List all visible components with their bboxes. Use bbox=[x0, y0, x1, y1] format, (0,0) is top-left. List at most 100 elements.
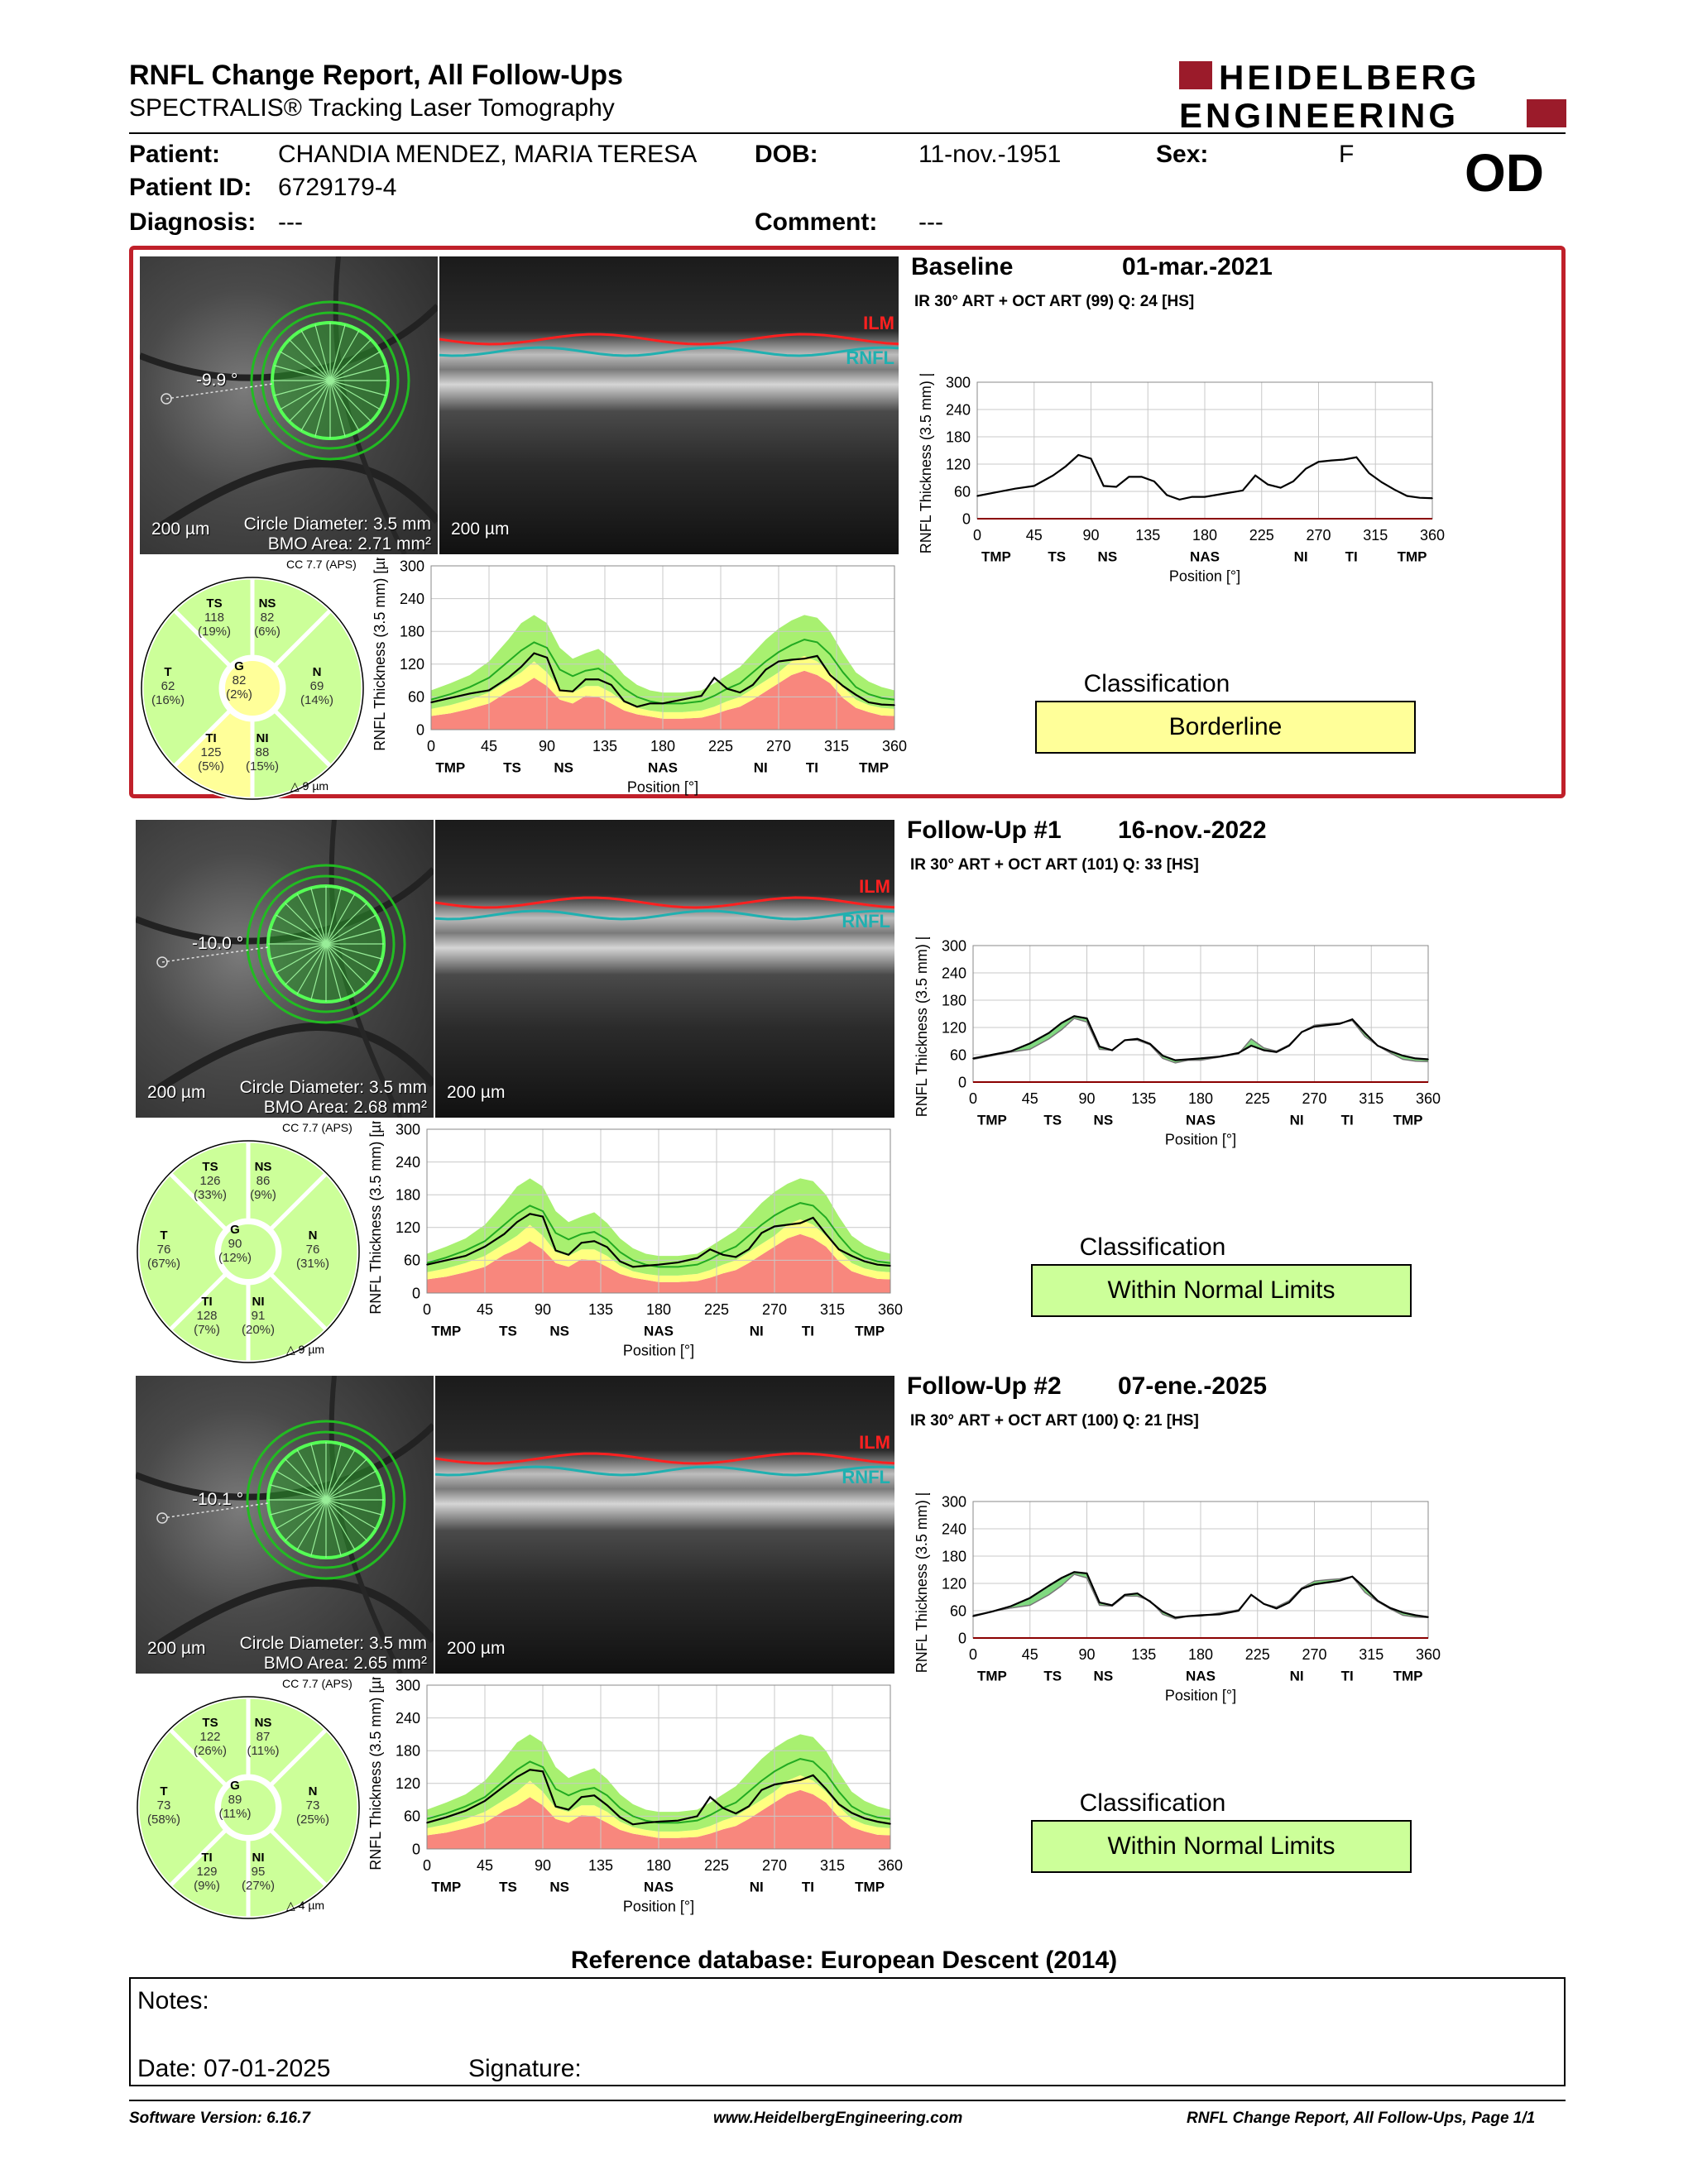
radial-scan-line bbox=[325, 888, 342, 945]
website-link[interactable]: www.HeidelbergEngineering.com bbox=[713, 2110, 963, 2127]
sector-name: G bbox=[230, 1223, 240, 1237]
data-point bbox=[1010, 1050, 1012, 1052]
y-tick-label: 180 bbox=[942, 992, 966, 1008]
fundus-image: -10.1 ° 200 µm Circle Diameter: 3.5 mm BMO … bbox=[136, 1376, 434, 1674]
data-point bbox=[568, 1808, 569, 1811]
data-point bbox=[1431, 497, 1433, 500]
sector-label: NI bbox=[754, 759, 768, 775]
x-tick-label: 0 bbox=[969, 1646, 977, 1663]
y-axis-title: RNFL Thickness (3.5 mm) [µm] bbox=[367, 1677, 384, 1870]
fovea-angle: -10.0 ° bbox=[192, 934, 244, 953]
plot-frame bbox=[426, 1684, 891, 1850]
data-point bbox=[709, 1796, 712, 1798]
sector-chart: T 76 (67%) TS 126 (33%) NS 86 (9%) N 76 (31%) NI 91 (2… bbox=[132, 1136, 364, 1367]
data-point bbox=[1077, 454, 1080, 456]
vessel bbox=[154, 458, 438, 534]
data-point bbox=[972, 1615, 974, 1617]
x-tick-label: 315 bbox=[824, 738, 849, 754]
patient-name: CHANDIA MENDEZ, MARIA TERESA bbox=[278, 141, 698, 168]
data-point bbox=[735, 1256, 737, 1258]
sector-percent: (16%) bbox=[151, 693, 185, 707]
report-date: Date: 07-01-2025 bbox=[137, 2055, 331, 2082]
data-point bbox=[507, 677, 510, 679]
data-point bbox=[995, 491, 997, 493]
data-point bbox=[464, 1810, 467, 1812]
data-point bbox=[593, 1240, 596, 1243]
header-divider bbox=[129, 132, 1566, 134]
fovea-marker bbox=[156, 956, 168, 968]
diagnosis-value: --- bbox=[278, 208, 303, 236]
diagnosis-label: Diagnosis: bbox=[129, 208, 257, 236]
data-point bbox=[1238, 1052, 1240, 1054]
x-tick-label: 90 bbox=[535, 1301, 551, 1318]
sector-label: TMP bbox=[977, 1112, 1007, 1128]
visit-label: Follow-Up #1 bbox=[907, 817, 1062, 844]
data-point bbox=[529, 1213, 531, 1215]
radial-scan-line bbox=[325, 943, 376, 974]
y-tick-label: 0 bbox=[416, 721, 424, 738]
radial-scan-line bbox=[289, 339, 331, 381]
data-point bbox=[649, 702, 651, 705]
data-point bbox=[1368, 472, 1370, 474]
classification-result: Within Normal Limits bbox=[1031, 1264, 1412, 1317]
data-point bbox=[1339, 1579, 1340, 1582]
classification-label: Classification bbox=[1083, 670, 1230, 697]
data-point bbox=[1250, 1045, 1252, 1046]
sex-label: Sex: bbox=[1156, 141, 1209, 168]
y-axis-title: RNFL Thickness (3.5 mm) [µm] bbox=[914, 1493, 930, 1673]
data-point bbox=[1301, 1031, 1303, 1033]
donut-outline bbox=[141, 577, 364, 800]
sector-label: TMP bbox=[1393, 1112, 1423, 1128]
radial-scan-line bbox=[276, 914, 327, 945]
sector-donut: T76(67%)TS126(33%)NS86(9%)N76(31%)NI91(2… bbox=[135, 1138, 362, 1365]
data-point bbox=[430, 702, 432, 703]
data-point bbox=[619, 1260, 621, 1262]
data-point bbox=[851, 1812, 853, 1814]
rnfl-boundary bbox=[435, 1465, 894, 1477]
sector-label: TI bbox=[1341, 1668, 1354, 1684]
data-point bbox=[1263, 1049, 1265, 1051]
data-point bbox=[554, 1805, 557, 1808]
sector-label: NI bbox=[1294, 548, 1308, 564]
x-tick-label: 45 bbox=[481, 738, 497, 754]
y-tick-label: 300 bbox=[396, 1677, 420, 1693]
sector-name: TS bbox=[202, 1716, 218, 1730]
x-tick-label: 135 bbox=[588, 1857, 613, 1874]
x-tick-label: 45 bbox=[1022, 1646, 1038, 1663]
data-point bbox=[484, 1246, 486, 1248]
radial-scan-line bbox=[310, 888, 327, 945]
sector-label: TMP bbox=[855, 1323, 885, 1339]
data-point bbox=[546, 657, 548, 659]
x-tick-label: 135 bbox=[588, 1301, 613, 1318]
data-point bbox=[1149, 1043, 1151, 1045]
x-tick-label: 315 bbox=[1359, 1090, 1383, 1107]
delta-icon: △ bbox=[286, 1899, 299, 1912]
x-tick-label: 0 bbox=[973, 527, 981, 544]
ilm-boundary bbox=[435, 896, 894, 909]
x-tick-label: 360 bbox=[878, 1301, 903, 1318]
middle-scan-circle bbox=[257, 1430, 396, 1569]
y-tick-label: 300 bbox=[942, 937, 966, 954]
scan-quality: IR 30° ART + OCT ART (100) Q: 21 [HS] bbox=[910, 1412, 1199, 1430]
x-tick-label: 180 bbox=[650, 738, 675, 754]
sector-value: 126 bbox=[199, 1174, 220, 1188]
data-point bbox=[803, 658, 805, 659]
x-tick-label: 180 bbox=[1192, 527, 1217, 544]
data-point bbox=[1343, 458, 1345, 461]
radial-scan-line bbox=[325, 903, 367, 945]
x-tick-label: 360 bbox=[882, 738, 907, 754]
data-point bbox=[1330, 459, 1332, 462]
radial-scan-line bbox=[285, 943, 327, 985]
y-axis-title: RNFL Thickness (3.5 mm) [µm] bbox=[914, 937, 930, 1117]
sector-label: NI bbox=[750, 1879, 764, 1894]
data-point bbox=[880, 703, 883, 706]
sector-value: 89 bbox=[228, 1793, 242, 1807]
data-point bbox=[1351, 1018, 1354, 1020]
sector-label: TMP bbox=[1398, 548, 1427, 564]
delta-icon: △ bbox=[290, 779, 303, 793]
sector-percent: (6%) bbox=[254, 625, 281, 639]
x-tick-label: 90 bbox=[1078, 1090, 1095, 1107]
middle-scan-circle bbox=[261, 311, 400, 450]
data-point bbox=[1191, 496, 1193, 498]
data-point bbox=[1073, 1571, 1076, 1573]
